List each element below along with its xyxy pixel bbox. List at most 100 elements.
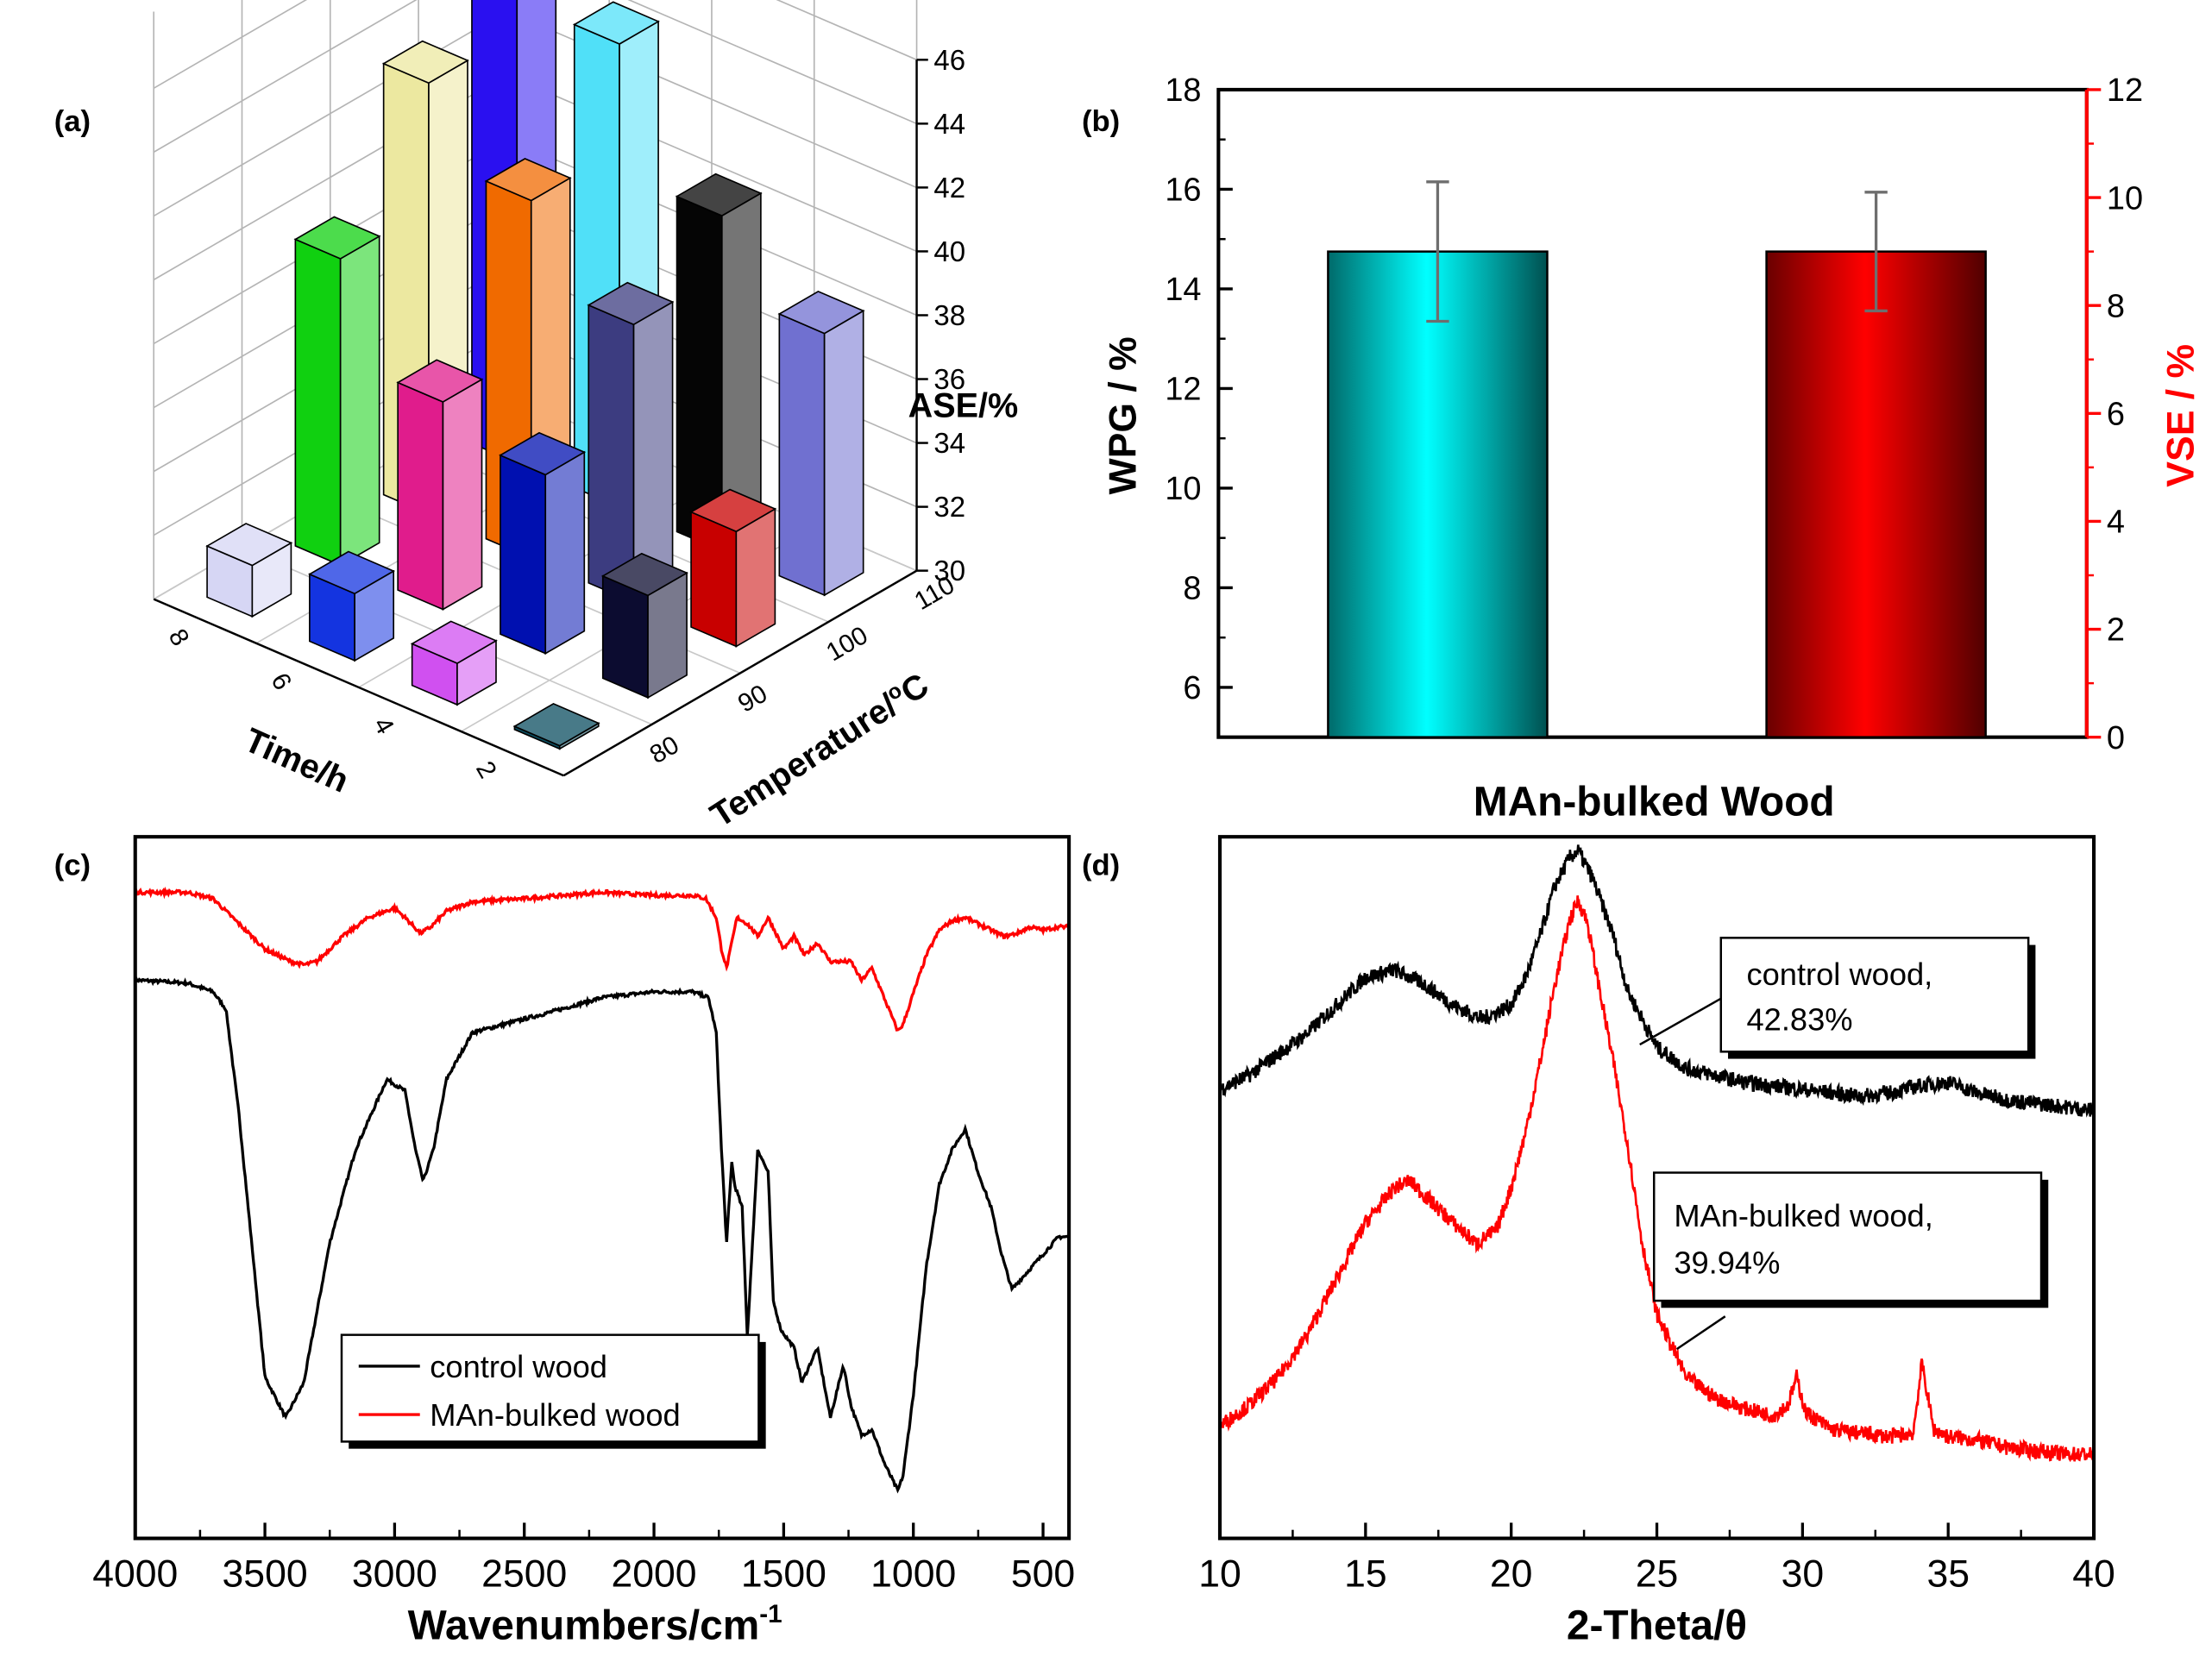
panel-b-ylabel-left: WPG / % — [1103, 336, 1145, 494]
left-tick-label: 12 — [1165, 372, 1201, 408]
bar-face-top — [381, 40, 469, 85]
bar-face-top — [675, 173, 763, 217]
annotation-man-line2: 39.94% — [1674, 1245, 1780, 1281]
bar-t80-h8 — [205, 523, 293, 618]
annotation-box-control — [1719, 937, 2030, 1053]
bar-face-top — [499, 431, 587, 476]
z-tick-label: 32 — [933, 491, 965, 523]
x-tick-label: 2000 — [612, 1553, 697, 1596]
right-tick-label: 8 — [2107, 288, 2125, 324]
temperature-axis — [562, 569, 918, 777]
x-tick-label: 10 — [1198, 1553, 1241, 1596]
time-tick-label: 6 — [265, 668, 297, 695]
x-tick-label: 25 — [1636, 1553, 1679, 1596]
bar-face-top — [572, 1, 660, 45]
bar-face-top — [293, 216, 381, 260]
legend-entry-man: MAn-bulked wood — [430, 1397, 680, 1433]
bar-t100-h4 — [587, 281, 675, 604]
bar-face-front — [778, 312, 826, 597]
annotation-control-line1: control wood, — [1746, 957, 1932, 992]
time-axis — [153, 598, 564, 777]
temperature-tick: 90 — [733, 680, 772, 718]
bar-t100-h2 — [689, 488, 777, 648]
time-tick: 8 — [163, 624, 195, 651]
bar-vse — [1765, 250, 1987, 738]
annotation-box-man — [1652, 1171, 2043, 1302]
bar-face-top — [396, 359, 484, 403]
panel-a-bars — [205, 0, 865, 750]
legend-entry-control: control wood — [430, 1349, 607, 1384]
panel-b-xlabel: MAn-bulked Wood — [1474, 779, 1835, 825]
bar-face-top — [484, 158, 572, 202]
z-tick-label: 40 — [933, 235, 965, 267]
bar-t80-h4 — [410, 620, 498, 706]
bar-t90-h8 — [293, 216, 381, 567]
panel-c-xlabel: Wavenumbers/cm-1 — [408, 1600, 782, 1649]
panel-d-lines — [1218, 844, 2096, 1463]
x-tick-label: 30 — [1782, 1553, 1825, 1596]
bar-t80-h6 — [308, 550, 396, 662]
time-tick: 4 — [368, 712, 399, 739]
bar-face-front — [397, 381, 444, 611]
time-tick: 2 — [470, 756, 502, 783]
bar-face-top — [205, 523, 293, 567]
annotation-man-line1: MAn-bulked wood, — [1674, 1198, 1932, 1233]
left-tick-label: 8 — [1183, 571, 1201, 607]
panel-b-ticks: 6 8 10 12 14 16 18 0 2 4 6 8 10 12 — [1165, 72, 2143, 756]
bar-face-side — [823, 309, 864, 597]
left-tick-label: 10 — [1165, 471, 1201, 507]
bar-face-top — [410, 620, 498, 664]
bar-face-top — [689, 488, 777, 533]
panel-b-bar-chart: (b) 6 8 10 12 14 16 18 0 2 4 6 8 10 12 WPG / % VSE / … — [1082, 72, 2203, 825]
grid-line — [153, 0, 917, 154]
z-tick-label: 38 — [933, 299, 965, 331]
x-tick-label: 4000 — [92, 1553, 178, 1596]
bar-face-side — [735, 507, 776, 648]
panel-a-ylabel: Time/h — [239, 721, 355, 800]
x-tick-label: 1000 — [870, 1553, 956, 1596]
panel-c-frame — [133, 835, 1071, 1540]
panel-b-ylabel-right: VSE / % — [2160, 344, 2203, 487]
panel-c-legend: control wood MAn-bulked wood — [340, 1333, 766, 1449]
panel-d-xlabel: 2-Theta/θ — [1567, 1603, 1747, 1649]
bar-t90-h6 — [396, 359, 484, 611]
panel-c-lines — [134, 886, 1071, 1494]
right-tick-label: 6 — [2107, 397, 2125, 433]
line-man-bulked-wood — [1218, 895, 2096, 1463]
left-tick-label: 14 — [1165, 272, 1201, 308]
x-tick-label: 1500 — [741, 1553, 826, 1596]
left-tick-label: 18 — [1165, 72, 1201, 109]
left-tick-label: 16 — [1165, 173, 1201, 209]
panel-c-label: (c) — [54, 850, 91, 882]
bar-face-front — [601, 574, 649, 699]
panel-a-label: (a) — [54, 105, 91, 138]
left-tick-label: 6 — [1183, 670, 1201, 706]
line-man-bulked-wood — [134, 886, 1071, 1032]
panel-d-label: (d) — [1082, 850, 1120, 882]
x-tick-label: 40 — [2072, 1553, 2115, 1596]
z-tick-label: 44 — [933, 108, 965, 140]
annotation-leader-control — [1639, 994, 1726, 1046]
x-tick-label: 35 — [1926, 1553, 1970, 1596]
bar-face-front — [690, 511, 738, 648]
bar-face-top — [777, 290, 865, 335]
annotation-leader-man — [1675, 1315, 1726, 1351]
x-tick-label: 2500 — [481, 1553, 567, 1596]
panel-b-label: (b) — [1082, 105, 1120, 138]
grid-line — [153, 0, 917, 90]
panel-a-zlabel: ASE/% — [908, 386, 1019, 424]
line-control-wood — [1218, 844, 2096, 1118]
bar-face-top — [600, 552, 688, 597]
temperature-tick-label: 80 — [645, 731, 684, 769]
z-tick-label: 36 — [933, 363, 965, 395]
bar-face-top — [308, 550, 396, 595]
time-tick-label: 2 — [470, 756, 502, 783]
right-tick-label: 0 — [2107, 720, 2125, 756]
x-tick-label: 3500 — [223, 1553, 308, 1596]
bar-face-top — [512, 702, 600, 747]
bar-face-front — [500, 454, 547, 655]
z-tick-label: 46 — [933, 44, 965, 76]
bar-face-side — [442, 378, 483, 611]
panel-c-ticks: 4000 3500 3000 2500 2000 1500 1000 500 — [92, 1522, 1075, 1596]
